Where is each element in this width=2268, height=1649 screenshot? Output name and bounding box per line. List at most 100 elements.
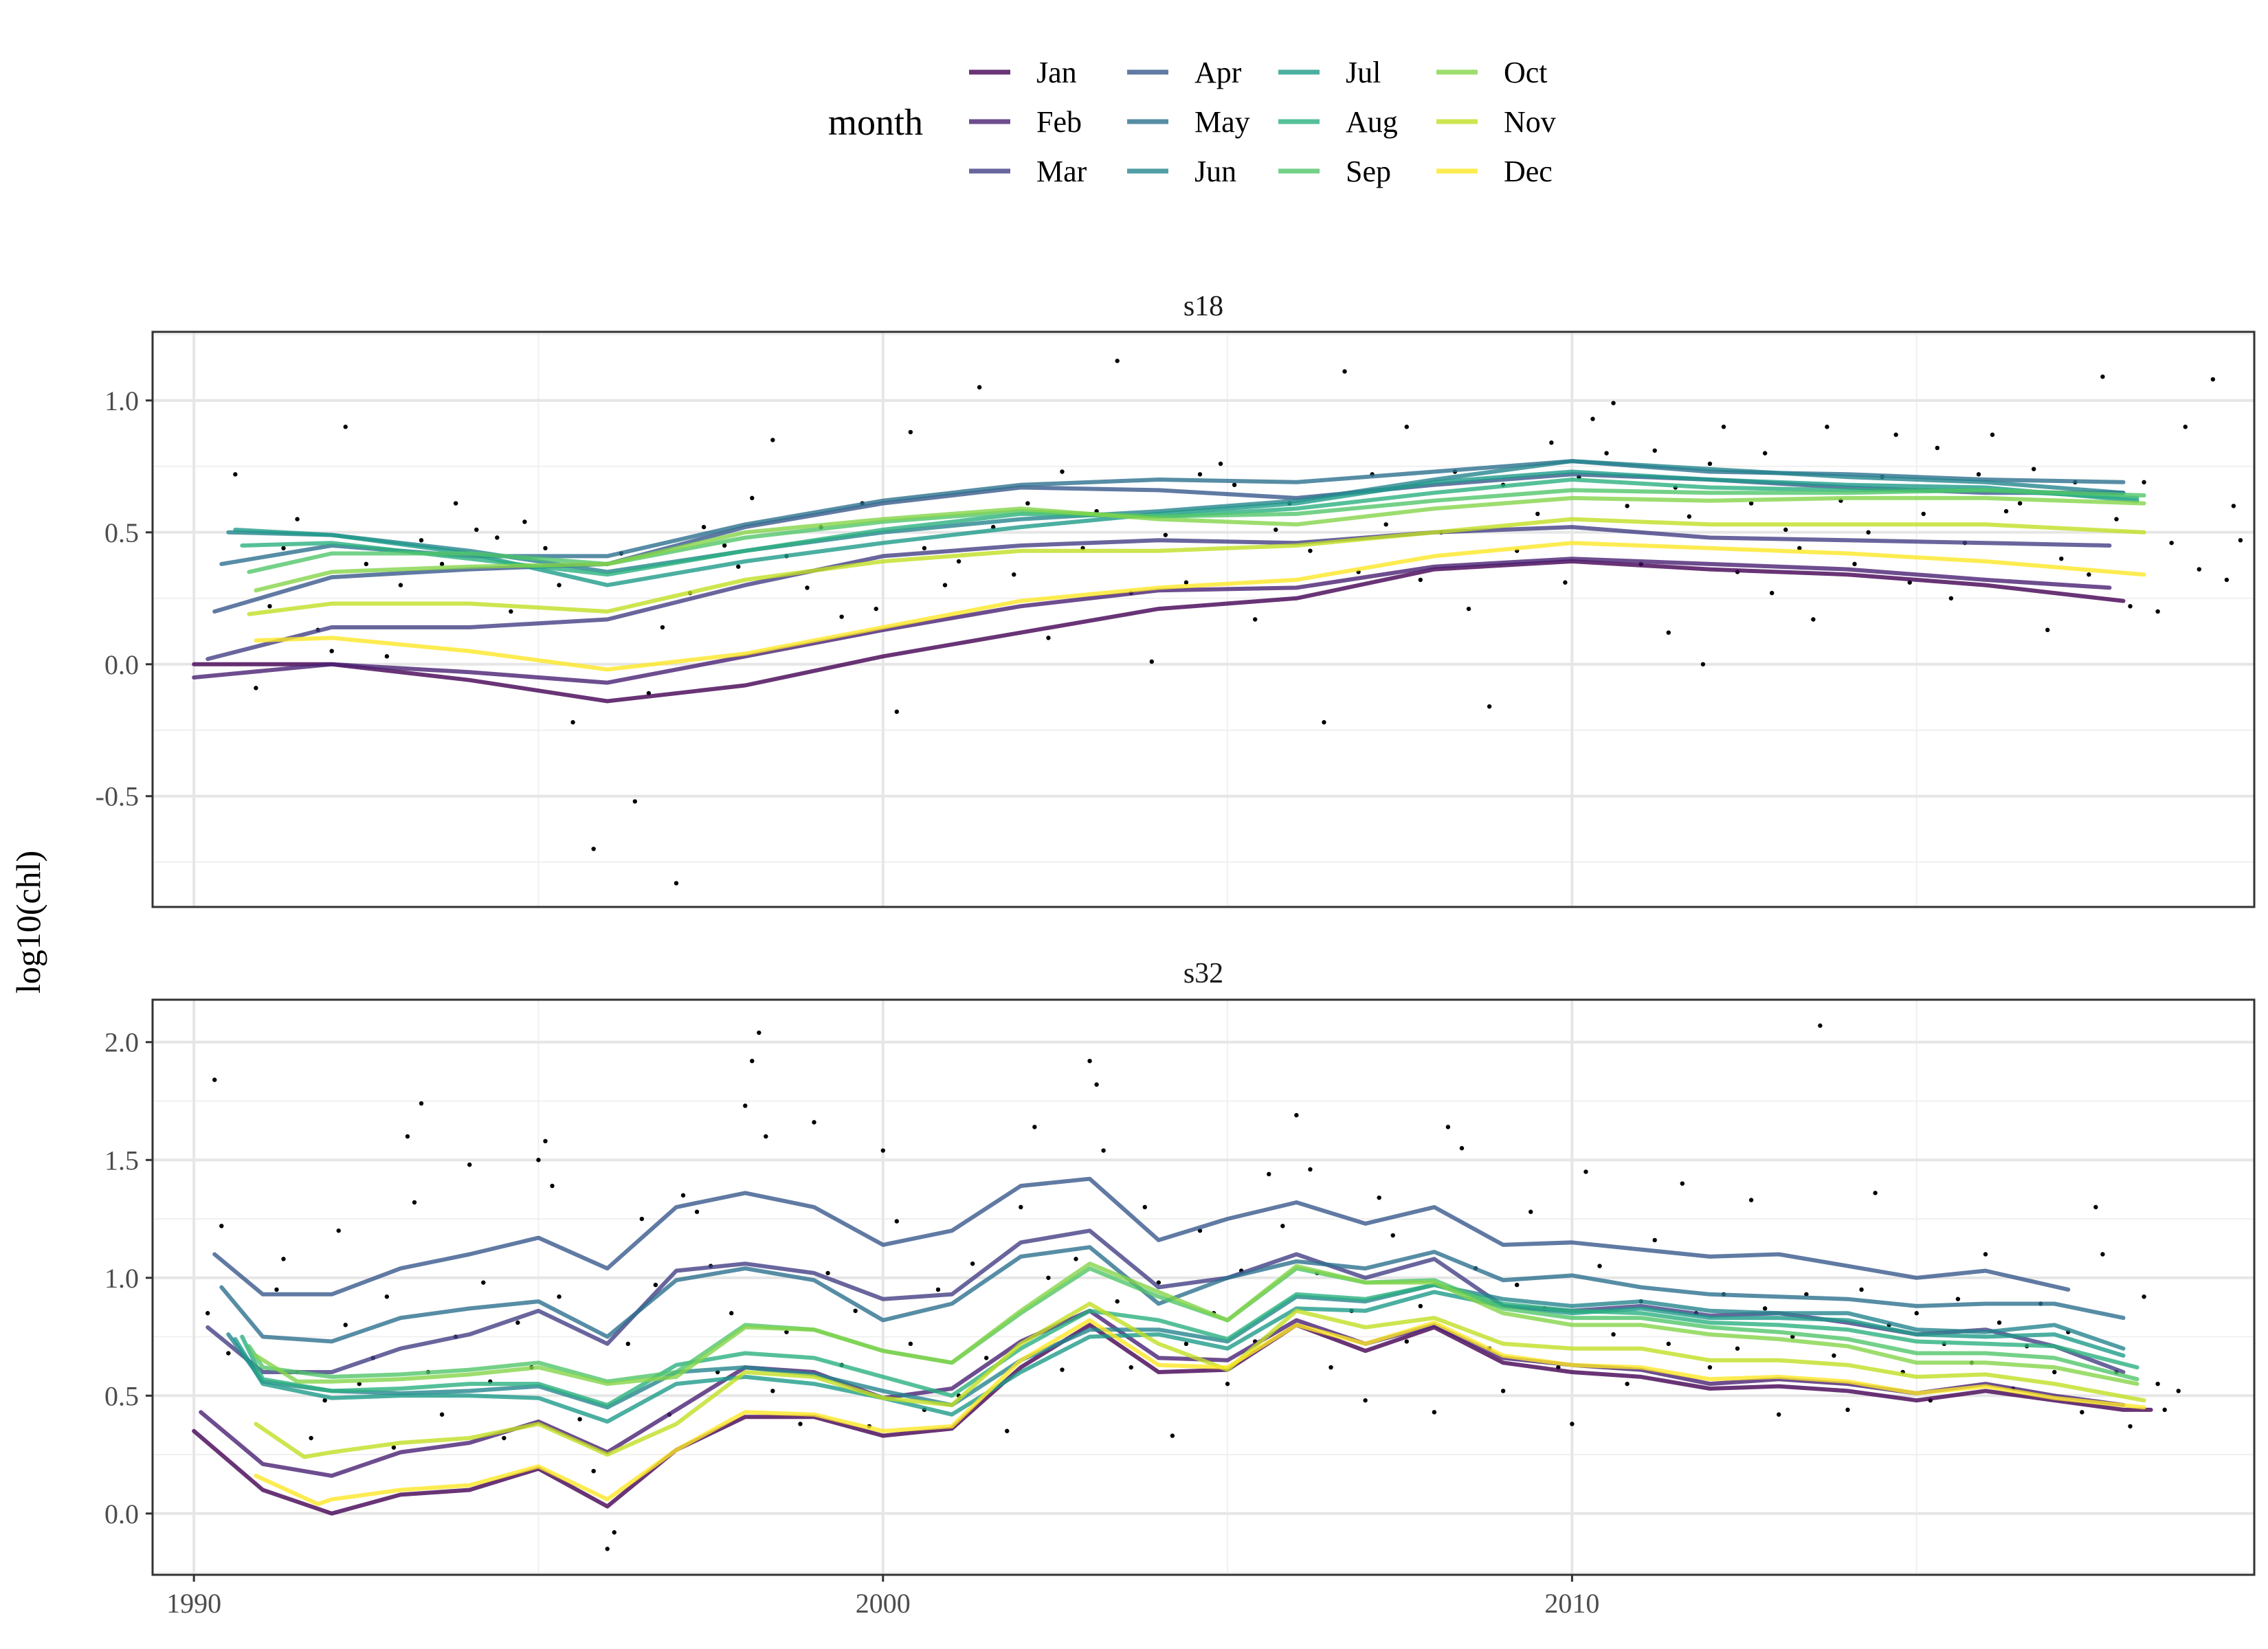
- data-point: [1466, 606, 1471, 612]
- data-point: [2183, 425, 2188, 429]
- data-point: [1274, 527, 1278, 532]
- data-point: [880, 1148, 885, 1153]
- legend-label-sep: Sep: [1346, 155, 1391, 188]
- data-point: [2169, 540, 2174, 546]
- data-point: [281, 1257, 286, 1261]
- legend-item-feb: Feb: [969, 105, 1082, 139]
- data-point: [1390, 1233, 1395, 1238]
- data-point: [509, 609, 513, 614]
- data-point: [1818, 1023, 1823, 1028]
- data-point: [1197, 472, 1203, 477]
- data-point: [2093, 1204, 2098, 1210]
- legend-item-aug: Aug: [1278, 105, 1398, 139]
- y-tick-label: 0.5: [104, 517, 139, 548]
- data-point: [515, 1320, 520, 1325]
- series-line-sep: [247, 1266, 2139, 1384]
- data-point: [1976, 472, 1981, 477]
- data-point: [632, 799, 638, 804]
- data-point: [1019, 1204, 1023, 1210]
- data-point: [639, 1216, 645, 1222]
- legend-label-jan: Jan: [1036, 56, 1077, 89]
- data-point: [764, 1134, 768, 1139]
- data-point: [1267, 1171, 1271, 1177]
- data-point: [419, 1101, 424, 1106]
- legend-item-apr: Apr: [1127, 56, 1242, 89]
- data-point: [1990, 432, 1995, 437]
- data-point: [1060, 1367, 1065, 1372]
- data-point: [467, 1162, 472, 1167]
- data-point: [2052, 1369, 2057, 1375]
- data-point: [798, 1422, 803, 1426]
- y-tick-label: 0.0: [104, 649, 139, 680]
- data-point: [2162, 1407, 2167, 1413]
- data-point: [894, 1219, 900, 1224]
- data-point: [1955, 1297, 1961, 1301]
- strip-background: [153, 278, 2254, 332]
- data-point: [1046, 636, 1051, 640]
- data-point: [1997, 1320, 2002, 1325]
- data-point: [384, 1294, 390, 1299]
- data-point: [1218, 461, 1223, 467]
- data-point: [1280, 1224, 1285, 1229]
- data-point: [1129, 1365, 1133, 1370]
- data-point: [2155, 609, 2160, 614]
- gridlines: [153, 332, 2254, 907]
- data-point: [1535, 511, 1540, 517]
- data-point: [825, 1270, 830, 1276]
- data-point: [1611, 1332, 1616, 1337]
- data-point: [1983, 1252, 1988, 1257]
- data-point: [233, 472, 238, 477]
- data-point: [1570, 1422, 1575, 1426]
- series-line-jun: [226, 1283, 2126, 1410]
- y-tick-label: 1.0: [104, 385, 139, 416]
- data-point: [722, 543, 727, 548]
- series-line-may: [219, 1245, 2126, 1344]
- data-point: [1873, 1191, 1878, 1196]
- y-tick-label: 1.5: [104, 1145, 139, 1176]
- series-line-nov: [254, 1301, 2146, 1459]
- data-point: [1225, 1381, 1230, 1387]
- data-point: [1074, 1257, 1078, 1261]
- data-point: [1487, 704, 1492, 709]
- legend-item-sep: Sep: [1278, 155, 1391, 188]
- data-point: [839, 614, 844, 619]
- data-point: [770, 438, 775, 442]
- data-point: [550, 1183, 555, 1189]
- data-point: [1948, 596, 1954, 601]
- data-point: [1811, 617, 1816, 622]
- data-point: [1012, 572, 1016, 577]
- x-tick-label: 1990: [166, 1588, 221, 1619]
- data-point: [219, 1224, 224, 1229]
- y-tick-label: 0.0: [104, 1499, 139, 1529]
- data-point: [267, 604, 272, 609]
- data-point: [495, 535, 500, 540]
- legend-label-apr: Apr: [1194, 56, 1242, 89]
- data-point: [625, 1341, 631, 1347]
- data-point: [1342, 369, 1347, 374]
- data-point: [757, 1030, 761, 1035]
- data-point: [1776, 1412, 1781, 1417]
- data-point: [543, 546, 548, 551]
- data-point: [343, 425, 348, 429]
- data-point: [1418, 1303, 1423, 1309]
- data-point: [2031, 467, 2036, 471]
- data-point: [1721, 425, 1726, 429]
- data-point: [1625, 1381, 1630, 1387]
- data-point: [956, 559, 961, 564]
- data-point: [439, 1412, 445, 1417]
- data-point: [1935, 445, 1939, 451]
- data-point: [1666, 1341, 1671, 1347]
- data-point: [1115, 1299, 1120, 1304]
- data-point: [1680, 1181, 1685, 1186]
- data-point: [750, 1058, 755, 1064]
- data-point: [660, 625, 665, 630]
- trend-lines-s18: [192, 459, 2146, 704]
- strip-label-s32: s32: [1183, 958, 1223, 989]
- data-point: [701, 524, 707, 530]
- data-point: [1363, 1398, 1368, 1403]
- data-point: [908, 429, 913, 435]
- data-point: [1232, 482, 1237, 487]
- data-point: [874, 606, 878, 612]
- data-point: [1590, 416, 1595, 421]
- data-point: [1604, 451, 1609, 456]
